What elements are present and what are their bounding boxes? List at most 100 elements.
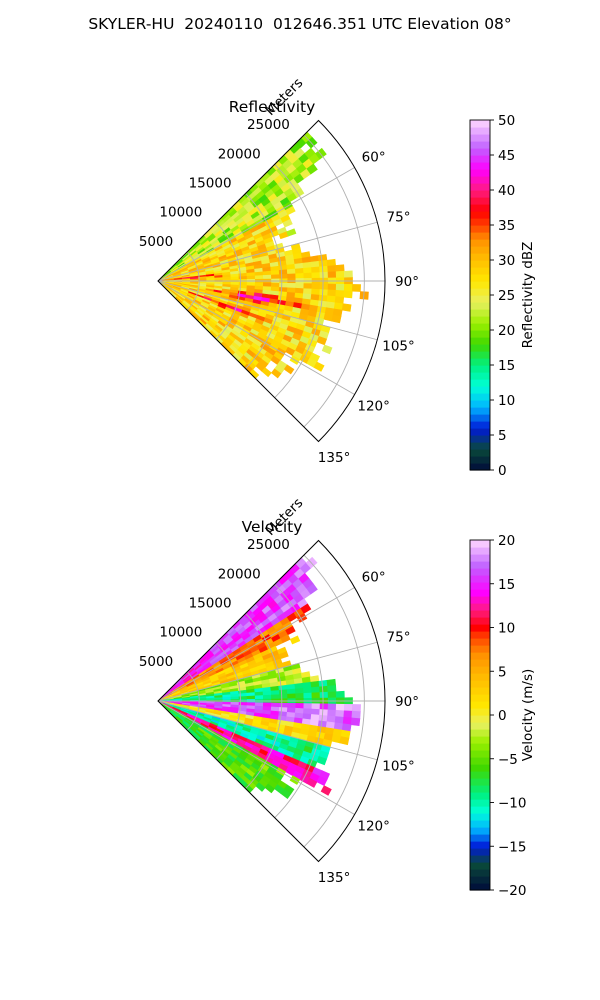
radar-cell (319, 271, 329, 279)
azimuth-tick-label: 75° (387, 630, 411, 646)
colorbar-swatch (470, 148, 490, 156)
azimuth-tick-label: 75° (387, 210, 411, 226)
colorbar-swatch (470, 792, 490, 800)
radar-cell (335, 270, 345, 279)
sector-frame (157, 539, 386, 863)
colorbar-swatch (470, 225, 490, 233)
radar-cell (341, 303, 352, 312)
colorbar-swatch (470, 834, 490, 842)
radar-cell (327, 685, 337, 693)
radar-cell (279, 273, 289, 280)
radar-cell (270, 690, 280, 696)
radar-cell (311, 692, 321, 699)
radar-cell (319, 289, 329, 297)
colorbar-swatch (470, 421, 490, 429)
azimuth-spoke (157, 700, 355, 815)
azimuth-tick-label: 105° (382, 758, 415, 774)
colorbar-swatch (470, 624, 490, 632)
colorbar-tick-label: 50 (498, 113, 515, 129)
colorbar-swatch (470, 386, 490, 394)
radar-cell (331, 314, 342, 324)
colorbar-swatch (470, 687, 490, 695)
colorbar-swatch (470, 827, 490, 835)
radial-tick-label: 5000 (139, 654, 173, 670)
radar-cell (286, 268, 296, 275)
radar-cell (287, 273, 297, 280)
radar-cell (335, 703, 345, 712)
colorbar-swatch (470, 652, 490, 660)
radar-cell (327, 709, 337, 717)
panel-title: Reflectivity (229, 98, 316, 116)
colorbar-swatch (470, 211, 490, 219)
radar-cell (311, 266, 321, 274)
colorbar-swatch (470, 799, 490, 807)
radar-cell (306, 583, 318, 595)
colorbar-tick-label: 5 (498, 428, 507, 444)
radar-cell (327, 271, 337, 279)
radial-tick-label: 5000 (139, 234, 173, 250)
radar-cell (350, 717, 361, 727)
radar-cell (261, 367, 272, 378)
radar-cell (230, 696, 240, 701)
colorbar-swatch (470, 302, 490, 310)
colorbar-swatch (470, 169, 490, 177)
radar-cell (303, 283, 313, 290)
radar-cell (270, 368, 282, 379)
azimuth-spoke (157, 221, 378, 282)
radar-cell (303, 687, 313, 694)
radar-cell (287, 282, 297, 289)
colorbar-swatch (470, 610, 490, 618)
radar-cell (343, 270, 353, 279)
radar-cell (279, 282, 289, 289)
colorbar-swatch (470, 288, 490, 296)
azimuth-tick-label: 60° (362, 570, 386, 586)
radial-tick-label: 20000 (218, 566, 261, 582)
radar-cell (310, 680, 320, 688)
radar-cell (295, 693, 305, 699)
colorbar-swatch (470, 141, 490, 149)
radar-cell (230, 276, 240, 281)
radar-cell (351, 704, 361, 712)
colorbar-swatch (470, 806, 490, 814)
colorbar-tick-label: 45 (498, 148, 515, 164)
azimuth-tick-label: 105° (382, 338, 415, 354)
radar-cell (246, 695, 256, 700)
colorbar-swatch (470, 239, 490, 247)
colorbar-swatch (470, 267, 490, 275)
radial-tick-label: 10000 (159, 205, 202, 221)
radar-cell (311, 686, 321, 694)
colorbar-swatch (470, 876, 490, 884)
colorbar-swatch (470, 666, 490, 674)
panel-title: Velocity (242, 518, 303, 536)
colorbar-swatch (470, 701, 490, 709)
azimuth-tick-label: 135° (318, 870, 351, 886)
radar-cell (335, 283, 345, 292)
radar-cell (327, 703, 337, 711)
colorbar-swatch (470, 414, 490, 422)
colorbar-swatch (470, 673, 490, 681)
colorbar-tick-label: 15 (498, 358, 515, 374)
colorbar-tick-label: −20 (498, 883, 527, 899)
radar-cell (278, 651, 289, 660)
colorbar-swatch (470, 260, 490, 268)
radar-field (158, 556, 361, 800)
colorbar-swatch (470, 330, 490, 338)
radar-cell (321, 344, 333, 355)
colorbar-swatch (470, 400, 490, 408)
colorbar-swatch (470, 729, 490, 737)
radar-cell (311, 272, 321, 279)
colorbar-swatch (470, 309, 490, 317)
radar-cell (278, 689, 288, 695)
radar-cell (311, 288, 321, 296)
radar-cell (311, 703, 321, 710)
radar-cell (279, 702, 289, 709)
radar-field (158, 131, 369, 379)
azimuth-tick-label: 135° (318, 450, 351, 466)
colorbar-swatch (470, 428, 490, 436)
colorbar-swatch (470, 708, 490, 716)
colorbar-swatch (470, 393, 490, 401)
radial-tick-label: 15000 (189, 595, 232, 611)
radar-cell (282, 218, 293, 228)
colorbar-swatch (470, 813, 490, 821)
